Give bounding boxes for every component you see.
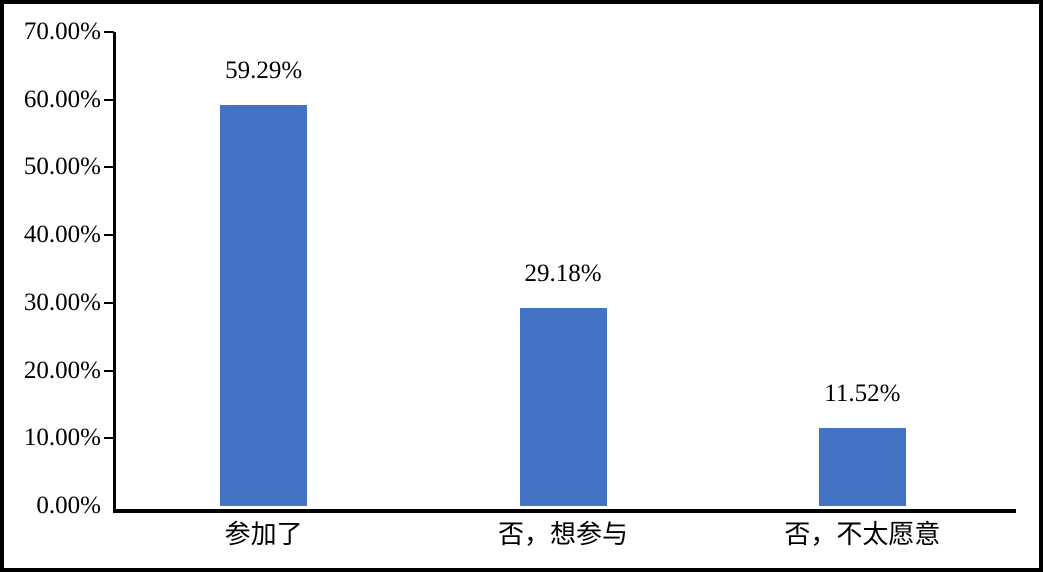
bar-value-label: 29.18% xyxy=(524,260,602,288)
bar-value-label: 59.29% xyxy=(225,56,303,84)
category-label: 否，想参与 xyxy=(497,520,629,549)
y-axis-line xyxy=(113,32,116,513)
bar xyxy=(220,104,308,506)
y-tick-mark xyxy=(104,437,114,440)
category-label: 否，不太愿意 xyxy=(784,520,941,549)
y-tick-label: 60.00% xyxy=(23,85,101,113)
y-tick-mark xyxy=(104,98,114,101)
bar xyxy=(519,308,607,506)
y-tick-label: 30.00% xyxy=(23,288,101,316)
y-tick-mark xyxy=(104,301,114,304)
category-label: 参加了 xyxy=(224,520,303,549)
y-tick-label: 20.00% xyxy=(23,356,101,384)
y-tick-mark xyxy=(104,234,114,237)
x-axis-line xyxy=(113,509,1016,513)
y-tick-label: 70.00% xyxy=(23,18,101,45)
y-tick-label: 50.00% xyxy=(23,153,101,181)
y-tick-mark xyxy=(104,31,114,33)
y-tick-mark xyxy=(104,369,114,372)
bar xyxy=(818,427,906,506)
y-tick-label: 40.00% xyxy=(23,221,101,249)
y-tick-label: 0.00% xyxy=(36,492,101,519)
y-tick-label: 10.00% xyxy=(23,424,101,452)
y-tick-mark xyxy=(104,166,114,169)
bar-value-label: 11.52% xyxy=(824,379,901,407)
